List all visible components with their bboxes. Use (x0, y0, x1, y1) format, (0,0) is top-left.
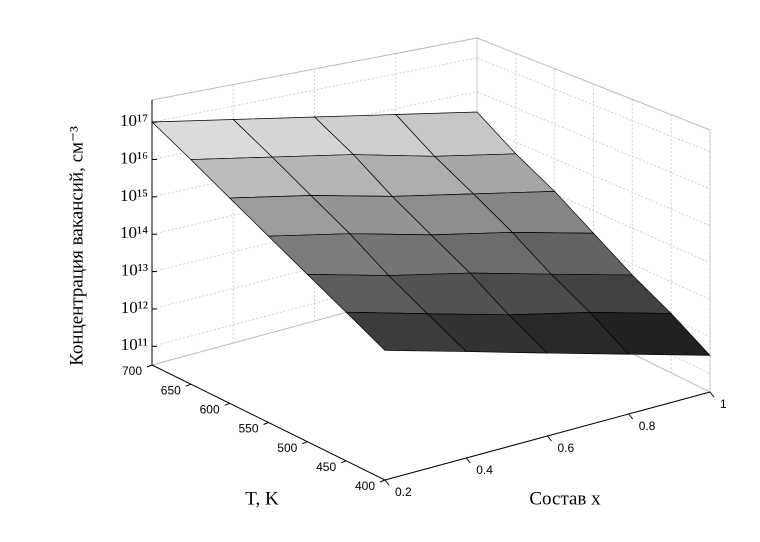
y-tick (146, 364, 153, 368)
x-tick-label: 0.8 (639, 419, 656, 433)
x-tick (465, 457, 471, 464)
x-tick-label: 0.6 (558, 441, 575, 455)
z-tick-label: 10¹⁶ (120, 148, 148, 167)
y-tick (263, 422, 269, 425)
grid-line (151, 91, 711, 190)
y-tick (340, 460, 347, 464)
x-tick (628, 413, 634, 420)
z-tick-label: 10¹² (121, 298, 148, 317)
x-axis-title: Состав x (529, 488, 601, 509)
y-tick-label: 600 (200, 403, 220, 417)
x-tick (547, 435, 552, 442)
surface-face (345, 311, 468, 352)
y-tick (224, 402, 230, 406)
axes: 0.2 0.4 0.6 0.8 1 400 450 500 550 600 650 700 10¹¹ 10… (120, 100, 727, 499)
z-tick-label: 10¹¹ (121, 335, 148, 354)
x-tick-label: 0.2 (395, 485, 412, 499)
y-tick (302, 441, 308, 445)
y-tick-label: 500 (277, 441, 297, 455)
z-tick-label: 10¹³ (121, 260, 148, 279)
y-axis-title: T, K (245, 488, 279, 509)
y-tick (379, 479, 386, 483)
x-tick-label: 1 (720, 397, 727, 411)
y-tick-label: 400 (355, 479, 375, 493)
y-tick-label: 650 (161, 383, 181, 397)
x-tick-label: 0.4 (476, 463, 493, 477)
grid-line (151, 192, 711, 301)
y-tick-label: 550 (238, 422, 258, 436)
surface (151, 111, 711, 356)
y-tick-label: 700 (122, 364, 142, 378)
z-axis-title: Концентрация вакансий, см⁻³ (66, 126, 87, 366)
z-tick-label: 10¹⁷ (120, 111, 148, 130)
x-tick (384, 479, 390, 486)
z-tick-label: 10¹⁵ (120, 186, 148, 205)
x-tick (709, 391, 715, 398)
y-tick (185, 383, 192, 387)
z-tick-label: 10¹⁴ (120, 223, 148, 242)
y-tick-label: 450 (316, 460, 336, 474)
